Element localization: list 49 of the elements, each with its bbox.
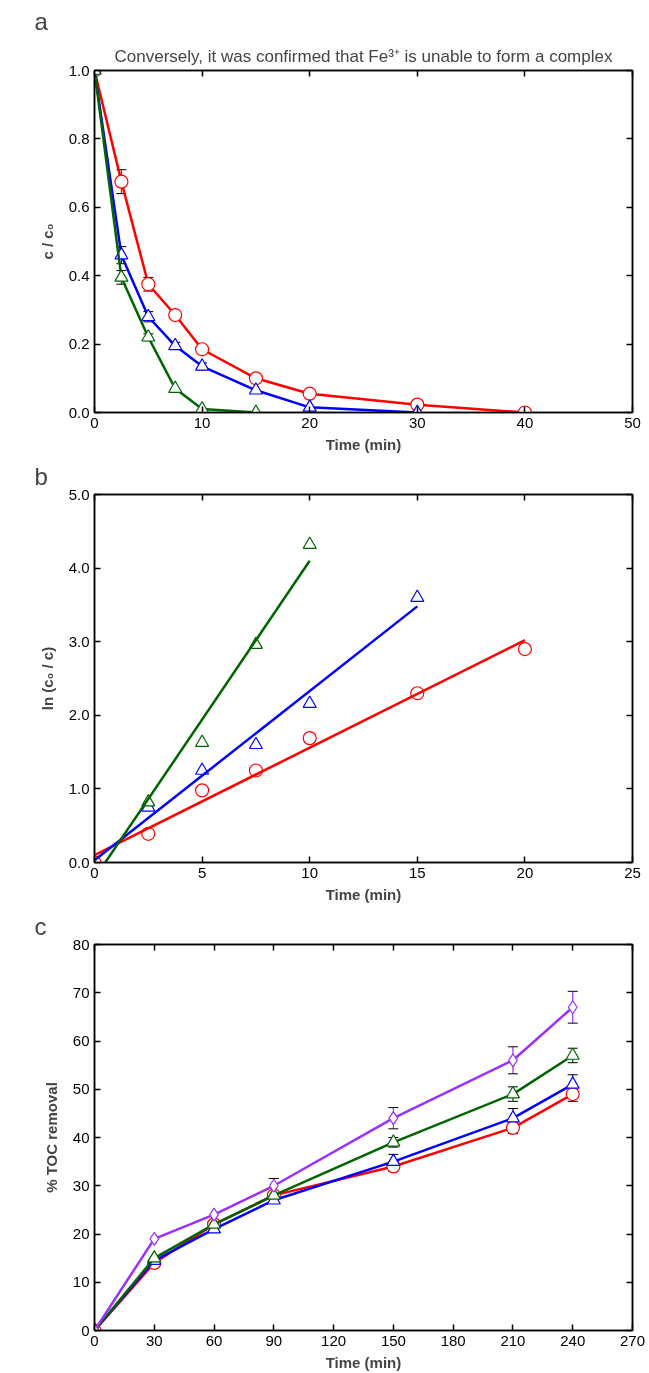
- x-tick-label: 270: [619, 1331, 646, 1349]
- x-tick-label: 20: [301, 413, 319, 431]
- y-tick-label: 5.0: [68, 485, 90, 503]
- x-tick-label: 120: [321, 1331, 347, 1349]
- y-tick-label: 80: [72, 935, 90, 953]
- x-tick-label: 90: [265, 1331, 283, 1349]
- y-tick-label: 2.0: [68, 706, 90, 724]
- y-tick-label: 30: [72, 1176, 90, 1194]
- text: Conversely, it was confirmed that Fe³⁺ is unable to form a complex: [114, 46, 613, 66]
- x-tick-label: 30: [408, 413, 426, 431]
- x-tick-label: 50: [624, 413, 641, 431]
- y-tick-label: 1.0: [68, 779, 90, 797]
- y-tick-label: 3.0: [68, 632, 90, 650]
- y-axis-title: ln (c₀ / c): [38, 646, 56, 711]
- x-tick-label: 20: [516, 863, 534, 881]
- x-tick-label: 150: [380, 1331, 406, 1349]
- x-tick-label: 40: [516, 413, 534, 431]
- x-tick-label: 10: [193, 413, 211, 431]
- x-axis-title: Time (min): [325, 435, 402, 453]
- chart-title: b: [34, 462, 48, 490]
- y-tick-label: 60: [72, 1032, 90, 1049]
- x-axis-title: Time (min): [325, 1353, 402, 1371]
- x-tick-label: 240: [560, 1331, 586, 1349]
- x-tick-label: 15: [408, 863, 426, 881]
- y-tick-label: 4.0: [68, 559, 90, 577]
- chart-title: c: [34, 912, 47, 940]
- x-tick-label: 180: [440, 1331, 466, 1349]
- x-tick-label: 10: [301, 863, 319, 881]
- x-tick-label: 210: [500, 1331, 526, 1349]
- y-tick-label: 1.0: [68, 61, 90, 79]
- x-axis-title: Time (min): [325, 885, 402, 903]
- y-tick-label: 20: [72, 1225, 90, 1242]
- y-axis-title: c / c₀: [38, 223, 56, 260]
- y-tick-label: 0.0: [68, 853, 90, 871]
- y-tick-label: 0.2: [68, 335, 90, 353]
- y-tick-label: 40: [72, 1128, 90, 1146]
- x-tick-label: 5: [197, 863, 207, 881]
- y-tick-label: 0.0: [68, 403, 90, 421]
- y-tick-label: 0.8: [68, 129, 90, 147]
- y-tick-label: 50: [72, 1080, 90, 1098]
- chart-title: a: [34, 7, 49, 35]
- y-tick-label: 10: [72, 1273, 90, 1291]
- x-tick-label: 60: [205, 1331, 223, 1349]
- x-tick-label: 30: [145, 1331, 163, 1349]
- y-tick-label: 0.6: [68, 198, 90, 216]
- y-axis-title: % TOC removal: [42, 1082, 60, 1193]
- y-tick-label: 0.4: [68, 266, 90, 284]
- y-tick-label: 70: [72, 983, 90, 1001]
- x-tick-label: 25: [624, 863, 641, 881]
